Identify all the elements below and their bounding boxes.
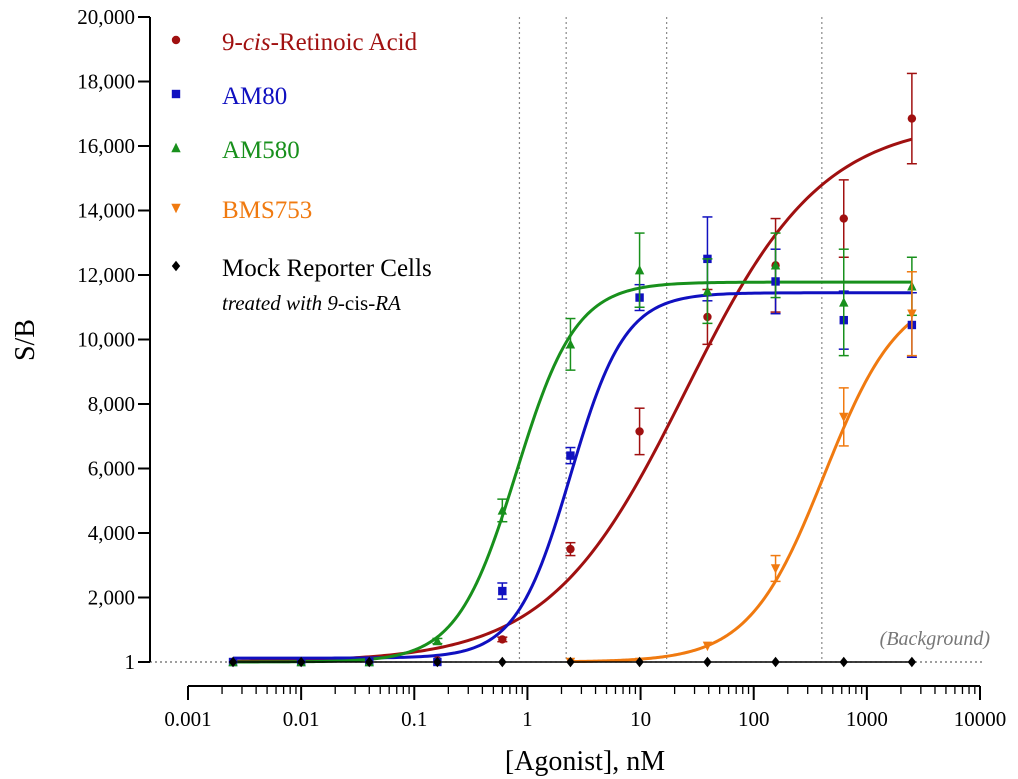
y-tick-label-10: 20,000 xyxy=(77,5,135,29)
data-point-series-4 xyxy=(228,656,238,668)
legend-label-4: Mock Reporter Cells xyxy=(222,255,432,282)
legend-marker-2 xyxy=(171,142,181,153)
data-point-series-4 xyxy=(771,656,780,668)
data-point-series-2 xyxy=(634,264,645,275)
y-axis-title: S/B xyxy=(10,319,41,361)
y-tick-label-1: 2,000 xyxy=(88,586,135,610)
data-point-series-2 xyxy=(565,339,576,349)
y-tick-label-8: 16,000 xyxy=(77,134,135,158)
fit-curve-series-0 xyxy=(233,137,913,663)
data-point-series-2 xyxy=(839,297,849,307)
data-point-series-1 xyxy=(566,451,575,460)
data-point-series-3 xyxy=(770,564,781,574)
y-tick-label-5: 10,000 xyxy=(77,328,135,352)
legend-label-0: 9-cis-Retinoic Acid xyxy=(222,29,418,56)
legend-sublabel-4: treated with 9-cis-RA xyxy=(222,291,401,315)
data-point-series-4 xyxy=(703,656,712,668)
legend-marker-1 xyxy=(171,89,181,99)
x-axis-title: [Agonist], nM xyxy=(505,746,665,777)
data-point-series-0 xyxy=(907,114,917,123)
data-point-series-0 xyxy=(498,635,507,644)
data-point-series-2 xyxy=(770,260,781,270)
legend-marker-4 xyxy=(171,260,181,272)
y-tick-label-4: 8,000 xyxy=(88,392,135,416)
data-point-series-0 xyxy=(566,544,575,554)
data-point-series-2 xyxy=(432,635,443,646)
x-tick-label-0: 0.001 xyxy=(164,707,211,731)
fit-curve-series-3 xyxy=(570,320,913,664)
data-point-series-4 xyxy=(907,656,917,668)
y-tick-label-6: 12,000 xyxy=(77,263,135,287)
data-point-series-4 xyxy=(635,656,644,668)
x-tick-label-3: 1 xyxy=(522,707,533,731)
x-tick-label-1: 0.01 xyxy=(283,707,320,731)
data-point-series-4 xyxy=(566,656,575,668)
x-tick-label-7: 10000 xyxy=(954,707,1007,731)
y-tick-label-3: 6,000 xyxy=(88,457,135,481)
legend: 9-cis-Retinoic Acid AM80 AM580 BMS753 Mock R… xyxy=(171,29,432,315)
data-point-series-4 xyxy=(498,656,507,668)
legend-marker-0 xyxy=(171,35,181,45)
x-axis: 0.001 0.01 0.1 1 10 100 1000 10000 xyxy=(164,685,1007,731)
x-tick-label-5: 100 xyxy=(738,707,770,731)
data-point-series-3 xyxy=(702,641,713,652)
legend-label-2: AM580 xyxy=(222,137,300,164)
data-point-series-0 xyxy=(635,427,644,436)
y-tick-label-9: 18,000 xyxy=(77,70,135,94)
y-axis: 12,0004,0006,0008,00010,00012,00014,0001… xyxy=(77,5,151,674)
data-point-series-2 xyxy=(702,285,713,296)
data-point-series-0 xyxy=(839,214,848,223)
legend-label-1: AM80 xyxy=(222,83,287,110)
data-point-series-1 xyxy=(498,586,507,596)
y-tick-label-0: 1 xyxy=(125,650,136,674)
x-tick-label-6: 1000 xyxy=(846,707,888,731)
data-point-series-4 xyxy=(433,656,442,668)
data-points xyxy=(228,72,917,668)
fit-curve-series-2 xyxy=(233,280,912,664)
data-point-series-2 xyxy=(497,505,508,515)
fit-curves xyxy=(233,137,913,664)
legend-marker-3 xyxy=(171,203,181,214)
x-tick-label-4: 10 xyxy=(630,707,651,731)
x-tick-label-2: 0.1 xyxy=(401,707,427,731)
fit-curve-series-1 xyxy=(233,291,912,660)
data-point-series-4 xyxy=(296,656,306,668)
background-label: (Background) xyxy=(880,628,991,650)
data-point-series-3 xyxy=(907,309,917,319)
y-tick-label-7: 14,000 xyxy=(77,199,135,223)
legend-label-3: BMS753 xyxy=(222,197,312,224)
y-tick-label-2: 4,000 xyxy=(88,521,135,545)
data-point-series-4 xyxy=(839,656,848,668)
data-point-series-4 xyxy=(365,656,374,668)
data-point-series-3 xyxy=(839,412,849,423)
